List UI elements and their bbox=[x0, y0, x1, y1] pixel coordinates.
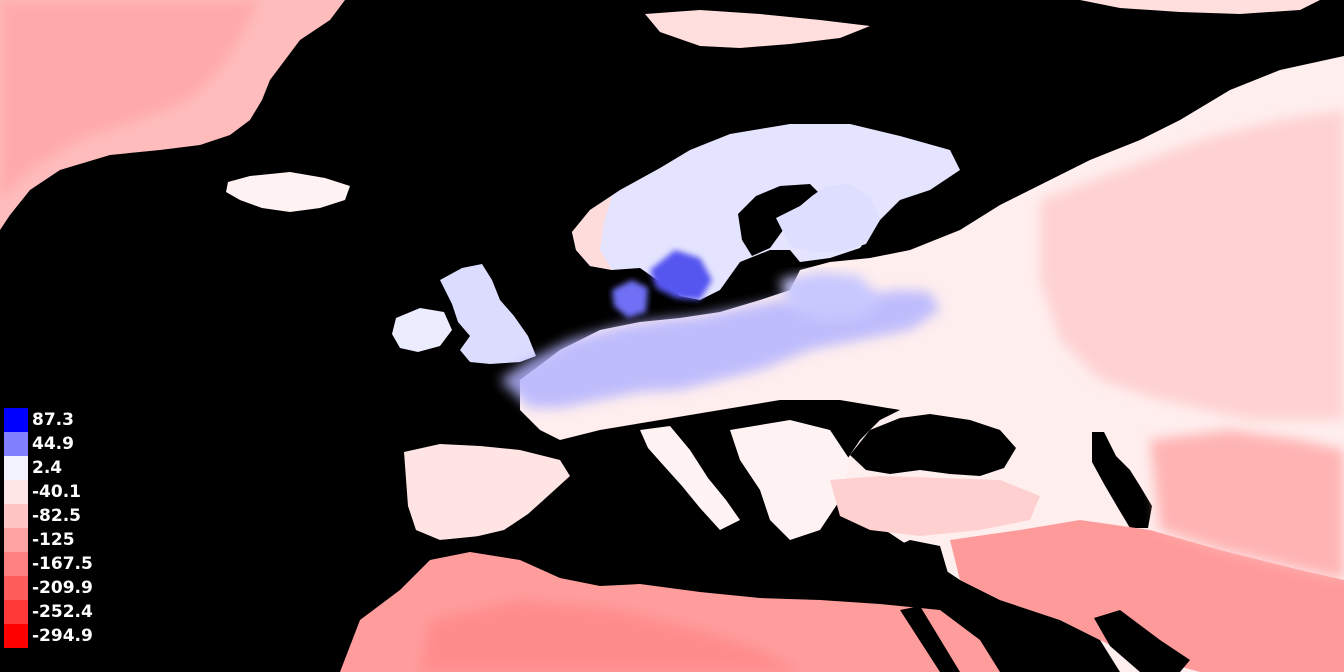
legend-item: 87.3 bbox=[4, 408, 93, 432]
legend-swatch bbox=[4, 600, 28, 624]
greenland-coast bbox=[0, 0, 260, 200]
legend-label: -252.4 bbox=[32, 602, 93, 622]
caspian-sea bbox=[1092, 432, 1152, 528]
legend-swatch bbox=[4, 432, 28, 456]
legend-label: -209.9 bbox=[32, 578, 93, 598]
legend-item: -82.5 bbox=[4, 504, 93, 528]
legend-label: -294.9 bbox=[32, 626, 93, 646]
legend-item: 44.9 bbox=[4, 432, 93, 456]
legend-item: -125 bbox=[4, 528, 93, 552]
legend-swatch bbox=[4, 480, 28, 504]
legend-swatch bbox=[4, 624, 28, 648]
legend-item: -40.1 bbox=[4, 480, 93, 504]
red-sea bbox=[900, 606, 960, 672]
legend-swatch bbox=[4, 552, 28, 576]
legend-label: 87.3 bbox=[32, 410, 74, 430]
great-britain-region bbox=[440, 264, 536, 364]
central-asia-region bbox=[1150, 430, 1344, 580]
anatolia-region bbox=[830, 476, 1040, 536]
mediterranean-sea bbox=[440, 470, 950, 600]
italy-region bbox=[640, 426, 740, 530]
finland-region bbox=[776, 184, 880, 252]
legend-label: -82.5 bbox=[32, 506, 81, 526]
iberia-region bbox=[404, 444, 570, 540]
legend-swatch bbox=[4, 456, 28, 480]
legend-swatch bbox=[4, 504, 28, 528]
balkans-region bbox=[730, 420, 850, 540]
legend-item: -252.4 bbox=[4, 600, 93, 624]
ireland-region bbox=[392, 308, 452, 352]
legend-label: -125 bbox=[32, 530, 75, 550]
black-sea bbox=[850, 414, 1016, 476]
sahara-hotspot bbox=[420, 600, 800, 672]
russia-east-region bbox=[1040, 110, 1344, 420]
iceland-region bbox=[226, 172, 350, 212]
sweden-south-positive bbox=[650, 250, 712, 300]
denmark-positive bbox=[612, 280, 648, 318]
legend-item: -209.9 bbox=[4, 576, 93, 600]
legend-label: 2.4 bbox=[32, 458, 63, 478]
legend-swatch bbox=[4, 576, 28, 600]
legend-label: 44.9 bbox=[32, 434, 74, 454]
legend-item: -294.9 bbox=[4, 624, 93, 648]
baltic-states-positive bbox=[780, 272, 880, 320]
legend-label: -40.1 bbox=[32, 482, 81, 502]
svalbard-region bbox=[645, 10, 870, 48]
legend-swatch bbox=[4, 408, 28, 432]
legend-swatch bbox=[4, 528, 28, 552]
franz-josef-region bbox=[1080, 0, 1320, 14]
norway-coast bbox=[572, 196, 612, 270]
middle-east-region bbox=[950, 520, 1344, 672]
legend: 87.3 44.9 2.4 -40.1 -82.5 -125 -167.5 -209.9 -25… bbox=[4, 408, 93, 648]
legend-item: -167.5 bbox=[4, 552, 93, 576]
legend-item: 2.4 bbox=[4, 456, 93, 480]
legend-label: -167.5 bbox=[32, 554, 93, 574]
persian-gulf bbox=[1094, 610, 1190, 672]
